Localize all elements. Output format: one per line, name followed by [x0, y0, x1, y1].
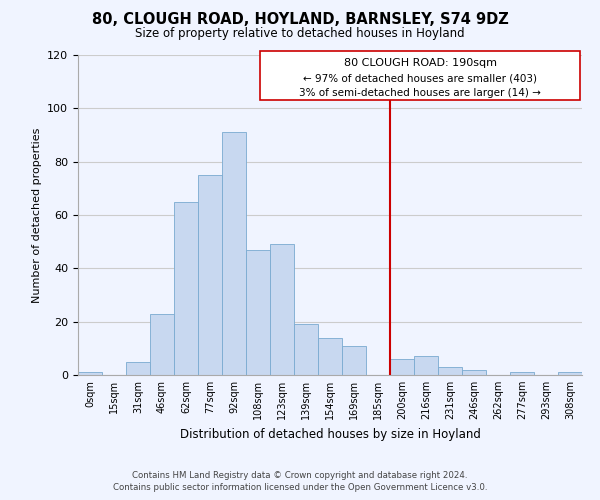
Text: ← 97% of detached houses are smaller (403): ← 97% of detached houses are smaller (40…: [303, 74, 537, 84]
Bar: [342, 346, 366, 375]
Bar: [390, 359, 414, 375]
Text: Size of property relative to detached houses in Hoyland: Size of property relative to detached ho…: [135, 28, 465, 40]
Text: 80, CLOUGH ROAD, HOYLAND, BARNSLEY, S74 9DZ: 80, CLOUGH ROAD, HOYLAND, BARNSLEY, S74 …: [92, 12, 508, 28]
X-axis label: Distribution of detached houses by size in Hoyland: Distribution of detached houses by size …: [179, 428, 481, 440]
Bar: [294, 324, 318, 375]
Bar: [510, 372, 534, 375]
Bar: [78, 372, 102, 375]
Bar: [222, 132, 246, 375]
Bar: [318, 338, 342, 375]
Text: Contains HM Land Registry data © Crown copyright and database right 2024.
Contai: Contains HM Land Registry data © Crown c…: [113, 471, 487, 492]
Bar: [558, 372, 582, 375]
Bar: [126, 362, 150, 375]
Bar: [260, 51, 580, 100]
Bar: [150, 314, 174, 375]
Y-axis label: Number of detached properties: Number of detached properties: [32, 128, 41, 302]
Bar: [438, 367, 462, 375]
Bar: [246, 250, 270, 375]
Text: 80 CLOUGH ROAD: 190sqm: 80 CLOUGH ROAD: 190sqm: [343, 58, 497, 68]
Bar: [198, 175, 222, 375]
Text: 3% of semi-detached houses are larger (14) →: 3% of semi-detached houses are larger (1…: [299, 88, 541, 99]
Bar: [414, 356, 438, 375]
Bar: [270, 244, 294, 375]
Bar: [462, 370, 486, 375]
Bar: [174, 202, 198, 375]
